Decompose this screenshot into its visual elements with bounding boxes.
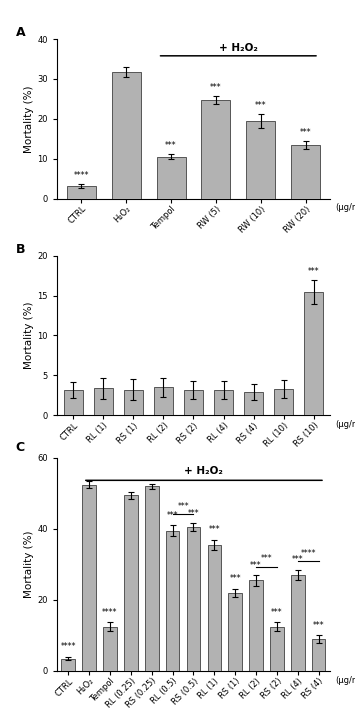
- Text: (μg/mL): (μg/mL): [336, 203, 355, 212]
- Bar: [270, 626, 284, 671]
- Text: + H₂O₂: + H₂O₂: [185, 466, 223, 476]
- Text: ****: ****: [60, 643, 76, 652]
- Bar: [187, 527, 200, 671]
- Bar: [184, 390, 203, 415]
- Text: ****: ****: [300, 549, 316, 558]
- Text: ***: ***: [188, 508, 199, 518]
- Bar: [274, 389, 293, 415]
- Bar: [166, 531, 179, 671]
- Text: ***: ***: [255, 101, 267, 110]
- Text: + H₂O₂: + H₂O₂: [219, 43, 258, 53]
- Text: (μg/mL): (μg/mL): [336, 420, 355, 429]
- Bar: [154, 388, 173, 415]
- Text: ***: ***: [261, 555, 272, 564]
- Bar: [64, 390, 83, 415]
- Y-axis label: Mortality (%): Mortality (%): [24, 85, 34, 153]
- Bar: [312, 639, 326, 671]
- Y-axis label: Mortality (%): Mortality (%): [24, 302, 34, 369]
- Text: ***: ***: [292, 555, 304, 564]
- Bar: [249, 581, 263, 671]
- Text: ***: ***: [271, 608, 283, 617]
- Bar: [103, 626, 117, 671]
- Bar: [157, 157, 186, 199]
- Bar: [291, 575, 305, 671]
- Text: ***: ***: [300, 129, 311, 137]
- Bar: [67, 185, 96, 199]
- Bar: [201, 100, 230, 199]
- Bar: [208, 545, 221, 671]
- Text: ***: ***: [177, 502, 189, 511]
- Bar: [304, 292, 323, 415]
- Bar: [214, 390, 233, 415]
- Bar: [82, 484, 96, 671]
- Text: ****: ****: [74, 170, 89, 180]
- Text: B: B: [16, 243, 25, 256]
- Text: ***: ***: [313, 621, 324, 630]
- Bar: [291, 146, 320, 199]
- Y-axis label: Mortality (%): Mortality (%): [24, 530, 34, 599]
- Bar: [124, 390, 143, 415]
- Bar: [61, 659, 75, 671]
- Text: (μg/mL): (μg/mL): [336, 676, 355, 685]
- Bar: [246, 121, 275, 199]
- Bar: [228, 593, 242, 671]
- Text: ***: ***: [229, 574, 241, 584]
- Bar: [244, 392, 263, 415]
- Bar: [145, 486, 159, 671]
- Bar: [124, 496, 138, 671]
- Text: ***: ***: [208, 525, 220, 535]
- Text: A: A: [16, 26, 26, 39]
- Bar: [94, 388, 113, 415]
- Text: ***: ***: [308, 266, 320, 275]
- Text: C: C: [16, 441, 25, 454]
- Text: ***: ***: [167, 511, 179, 520]
- Text: ***: ***: [210, 83, 222, 92]
- Text: ****: ****: [102, 608, 118, 617]
- Text: ***: ***: [165, 141, 177, 151]
- Bar: [112, 72, 141, 199]
- Text: ***: ***: [250, 561, 262, 569]
